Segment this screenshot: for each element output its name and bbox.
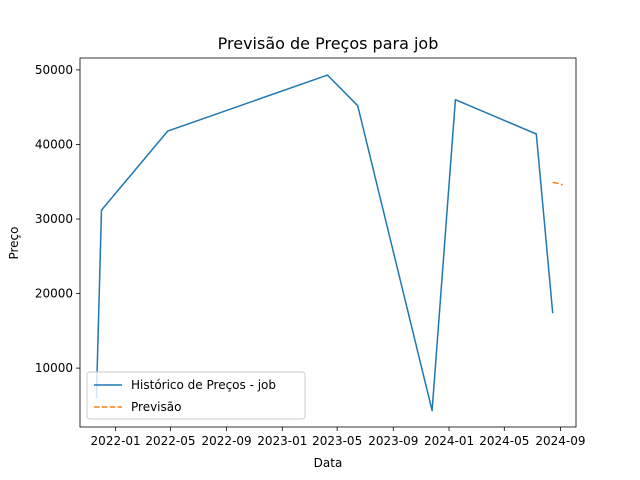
- data-point-1-0: [552, 181, 554, 184]
- y-axis-label: Preço: [7, 226, 21, 259]
- x-tick-label: 2023-05: [312, 434, 362, 448]
- data-point-0-1: [100, 209, 103, 211]
- x-tick-label: 2022-09: [202, 434, 252, 448]
- y-tick-label: 50000: [35, 63, 73, 77]
- legend-box: [86, 371, 306, 420]
- data-point-0-3: [326, 74, 329, 76]
- data-point-1-1: [556, 182, 558, 184]
- y-tick-label: 20000: [35, 287, 73, 301]
- y-tick-label: 30000: [35, 212, 73, 226]
- data-point-0-7: [535, 133, 537, 135]
- x-tick-label: 2024-01: [424, 434, 474, 448]
- x-tick-label: 2022-05: [145, 434, 195, 448]
- x-tick-label: 2024-09: [535, 434, 585, 448]
- x-tick-label: 2022-01: [91, 434, 141, 448]
- plot-frame: [79, 57, 577, 428]
- y-tick-label: 40000: [35, 137, 73, 151]
- y-axis-ticks: 10000 20000 30000 40000 50000: [35, 63, 80, 375]
- data-point-0-6: [454, 99, 456, 101]
- data-point-0-2: [167, 130, 169, 132]
- x-tick-label: 2023-01: [257, 434, 307, 448]
- data-point-1-2: [561, 184, 563, 186]
- x-axis-ticks: 2022-01 2022-05 2022-09 2023-01 2023-05 2023-…: [91, 427, 586, 448]
- chart-title: Previsão de Preços para job: [218, 34, 439, 53]
- data-point-0-4: [357, 105, 359, 107]
- legend-label-previsao: Previsão: [131, 400, 181, 414]
- x-tick-label: 2024-05: [479, 434, 529, 448]
- y-tick-label: 10000: [35, 361, 73, 375]
- data-point-0-5: [431, 410, 433, 412]
- x-axis-label: Data: [314, 456, 343, 470]
- legend: Histórico de Preços - job Previsão: [86, 371, 306, 420]
- x-tick-label: 2023-09: [368, 434, 418, 448]
- data-point-0-8: [552, 312, 554, 314]
- legend-label-historico: Histórico de Preços - job: [131, 378, 276, 392]
- plot-background: [80, 58, 576, 427]
